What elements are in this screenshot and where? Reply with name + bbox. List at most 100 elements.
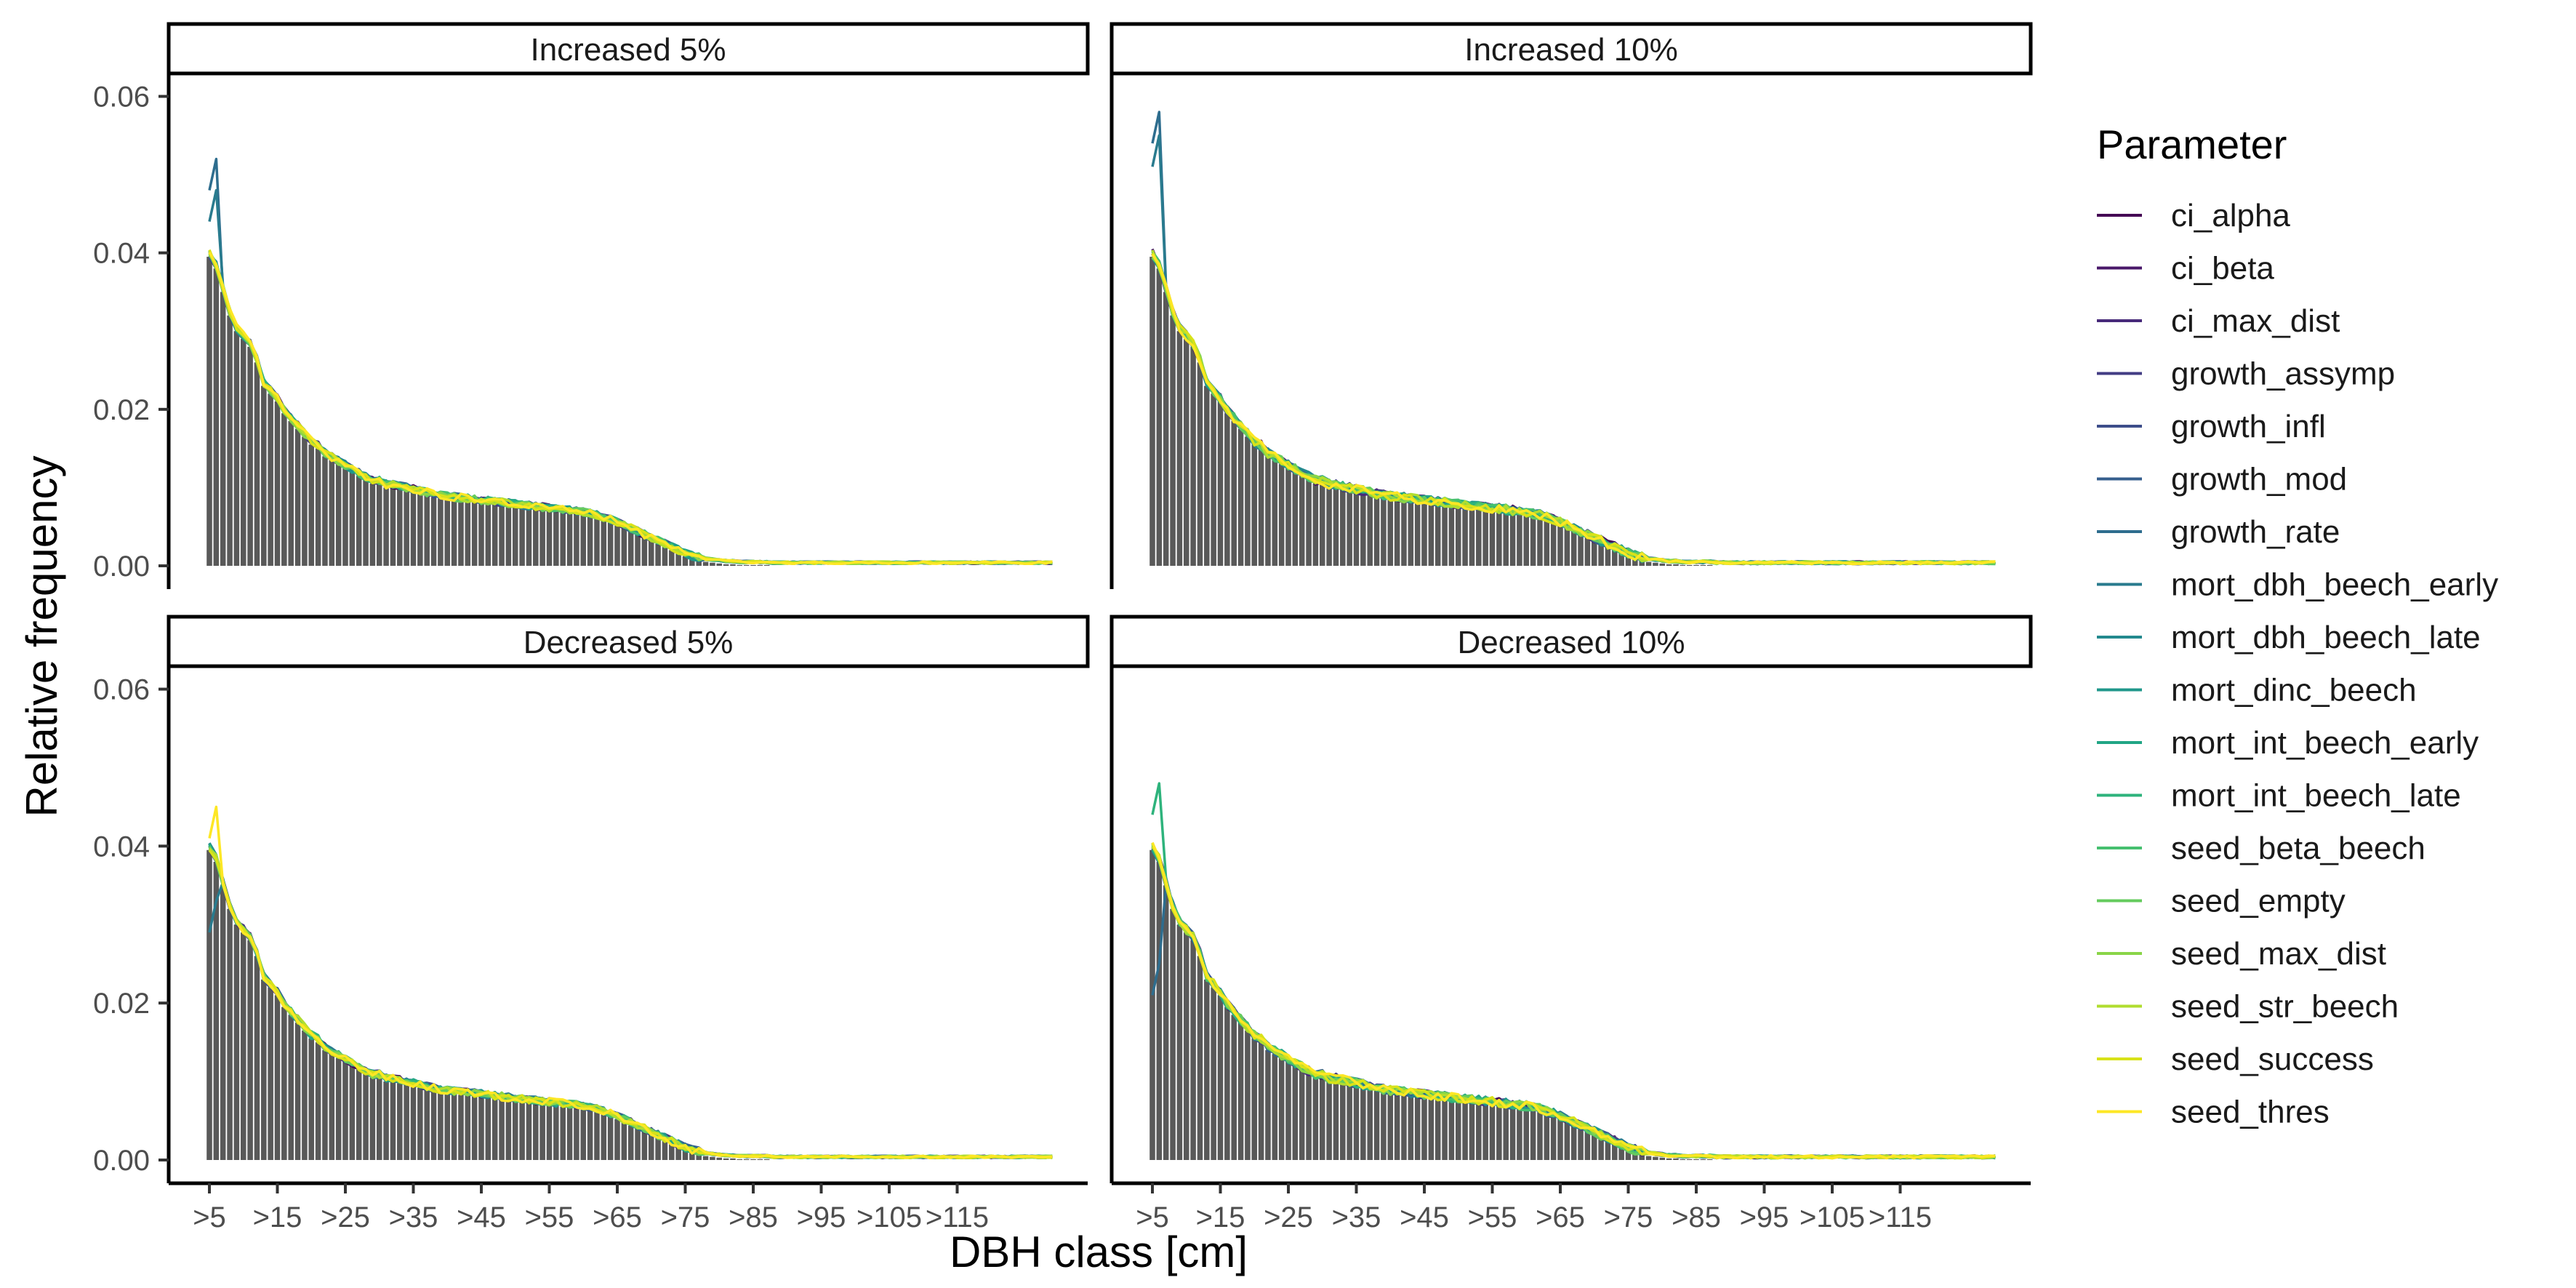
bar: [627, 531, 634, 566]
bar: [1265, 1049, 1271, 1160]
bar: [757, 1159, 763, 1160]
bar: [1428, 504, 1435, 566]
bar: [1237, 428, 1244, 566]
bar: [1578, 1128, 1584, 1160]
bar: [1231, 1015, 1237, 1160]
bar: [689, 559, 695, 566]
bar: [553, 511, 559, 566]
bar: [485, 504, 491, 566]
bar: [220, 292, 226, 566]
bar: [1537, 518, 1543, 566]
bar: [335, 1057, 342, 1160]
bar: [512, 507, 518, 566]
bar: [1550, 522, 1557, 566]
bar: [444, 499, 451, 566]
bar: [1197, 362, 1203, 566]
bar: [635, 534, 641, 566]
bar: [566, 1107, 573, 1160]
bar: [1639, 1154, 1645, 1160]
bar: [1598, 1137, 1604, 1160]
bar: [1564, 1122, 1570, 1160]
bar: [587, 516, 593, 566]
bar: [1272, 1054, 1278, 1160]
bar: [533, 1103, 539, 1160]
bar: [1523, 515, 1530, 566]
bar: [621, 1122, 627, 1160]
bar: [574, 513, 579, 566]
bar: [1706, 564, 1713, 566]
legend-item: ci_alpha: [2097, 198, 2290, 233]
bar: [491, 1098, 498, 1160]
bar: [329, 1054, 335, 1160]
bar: [227, 908, 233, 1160]
bar: [1326, 1081, 1332, 1160]
bar: [1591, 1135, 1597, 1160]
bar: [1496, 511, 1502, 566]
bar: [1503, 1106, 1509, 1160]
bar: [1176, 331, 1183, 566]
bar: [369, 484, 376, 566]
bar: [1686, 1159, 1693, 1160]
bar: [1190, 940, 1196, 1160]
legend-item: ci_max_dist: [2097, 303, 2340, 339]
facet-strip: [166, 615, 1090, 668]
bar: [315, 448, 321, 566]
y-tick-label: 0.00: [93, 1145, 150, 1177]
bar: [1292, 471, 1299, 566]
bar: [329, 460, 335, 566]
bar: [641, 1132, 648, 1160]
series-lines: [208, 157, 1053, 566]
bar: [1156, 268, 1163, 566]
bar: [750, 1159, 756, 1160]
bar: [1211, 987, 1216, 1160]
y-axis-title: Relative frequency: [17, 456, 66, 817]
bar: [716, 1157, 723, 1160]
bar: [1489, 1105, 1496, 1160]
bar: [1163, 292, 1169, 566]
bar: [1462, 1102, 1468, 1160]
bar: [438, 498, 444, 566]
y-tick-label: 0.00: [93, 551, 150, 583]
x-tick-label: >45: [457, 1201, 506, 1233]
bar: [302, 1030, 308, 1160]
bar: [627, 1125, 634, 1160]
legend-label: growth_mod: [2171, 462, 2347, 497]
bar: [274, 401, 281, 566]
baseline-bars: [1149, 257, 1713, 566]
bar: [458, 500, 464, 566]
bar: [1462, 508, 1468, 566]
x-tick-label: >75: [661, 1201, 710, 1233]
bar: [1659, 563, 1666, 566]
bar: [1557, 1119, 1563, 1160]
bar: [1517, 513, 1522, 566]
bar: [1584, 537, 1591, 566]
bar: [519, 508, 525, 566]
bar: [302, 436, 308, 566]
bar: [546, 511, 553, 566]
bar: [240, 932, 246, 1160]
bar: [1224, 413, 1230, 566]
bar: [376, 484, 382, 566]
bar: [635, 1128, 641, 1160]
legend-item: mort_int_beech_early: [2097, 725, 2479, 761]
bar: [648, 1135, 654, 1160]
facet-panels: Increased 5% 0.00 0.02 0.04 0.06 Increased 10…: [93, 22, 2033, 1233]
facet-panel: Increased 10%: [1110, 22, 2033, 589]
bar: [1176, 924, 1183, 1160]
bar: [1278, 464, 1285, 566]
bar: [1414, 1096, 1421, 1160]
bar: [1666, 564, 1672, 566]
bar: [1245, 1030, 1251, 1160]
bar: [1373, 1091, 1380, 1160]
bar: [206, 257, 212, 566]
bar: [1537, 1112, 1543, 1160]
x-tick-label: >25: [321, 1201, 370, 1233]
bar: [641, 537, 648, 566]
bar: [696, 560, 702, 566]
bar: [662, 547, 668, 566]
bar: [227, 315, 233, 566]
facet-strip: [166, 22, 1090, 76]
bar: [390, 1081, 396, 1160]
bar: [308, 444, 315, 566]
